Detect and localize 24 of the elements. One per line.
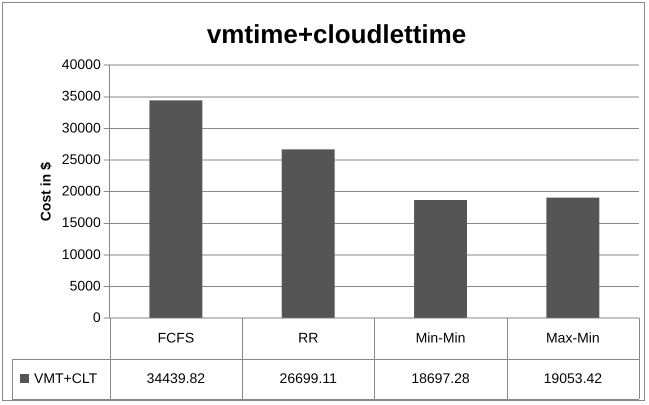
bar <box>546 198 600 318</box>
x-tick-label: FCFS <box>158 329 194 346</box>
y-tick-label: 20000 <box>62 182 101 199</box>
y-axis-title: Cost in $ <box>37 162 54 222</box>
x-tick-label: Max-Min <box>546 329 600 346</box>
data-label: 26699.11 <box>280 370 338 386</box>
y-tick-label: 5000 <box>70 277 101 294</box>
legend-label: VMT+CLT <box>34 370 98 386</box>
y-tick-label: 35000 <box>62 88 101 104</box>
y-tick-label: 25000 <box>62 150 101 167</box>
x-tick-label: Min-Min <box>416 329 466 346</box>
bar <box>282 149 335 318</box>
y-tick-label: 15000 <box>62 214 101 230</box>
data-label: 19053.42 <box>544 370 602 386</box>
y-tick-label: 0 <box>92 309 101 326</box>
chart-title: vmtime+cloudlettime <box>206 18 466 49</box>
data-label: 34439.82 <box>146 370 206 386</box>
bar <box>149 100 202 318</box>
y-tick-label: 10000 <box>62 246 101 262</box>
data-label: 18697.28 <box>411 370 470 386</box>
bar <box>414 200 467 318</box>
x-tick-label: RR <box>298 329 318 346</box>
y-tick-label: 40000 <box>62 56 101 72</box>
y-tick-label: 30000 <box>62 119 101 136</box>
